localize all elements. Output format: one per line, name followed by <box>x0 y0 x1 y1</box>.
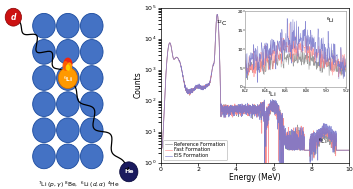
X-axis label: Energy (MeV): Energy (MeV) <box>229 173 281 182</box>
Fast Formation <box>158 149 163 151</box>
Fast Formation <box>215 13 220 15</box>
Text: d: d <box>11 13 16 22</box>
Reference Formation <box>323 132 328 134</box>
Fast Formation <box>191 88 196 91</box>
Reference Formation <box>158 149 163 151</box>
Circle shape <box>56 13 79 38</box>
Reference Formation <box>262 161 267 164</box>
EIS Formation <box>231 107 235 109</box>
Text: $^6$Li: $^6$Li <box>63 74 73 84</box>
Circle shape <box>33 118 55 143</box>
Circle shape <box>56 66 79 90</box>
Text: $^6$Li: $^6$Li <box>318 136 328 146</box>
Circle shape <box>33 144 55 169</box>
EIS Formation <box>263 161 267 164</box>
Reference Formation <box>231 108 235 111</box>
Circle shape <box>33 92 55 116</box>
Line: Fast Formation: Fast Formation <box>161 14 349 163</box>
Circle shape <box>56 40 79 64</box>
EIS Formation <box>191 89 196 92</box>
Ellipse shape <box>66 65 70 70</box>
Circle shape <box>5 8 22 26</box>
Text: He: He <box>124 169 133 174</box>
Fast Formation <box>239 108 244 110</box>
Circle shape <box>80 144 103 169</box>
Text: $^6$Li: $^6$Li <box>327 15 335 25</box>
Ellipse shape <box>67 63 71 71</box>
Legend: Reference Formation, Fast Formation, EIS Formation: Reference Formation, Fast Formation, EIS… <box>163 140 227 160</box>
Fast Formation <box>263 161 268 164</box>
EIS Formation <box>239 109 244 111</box>
Ellipse shape <box>63 62 68 70</box>
Circle shape <box>120 162 138 182</box>
Circle shape <box>33 66 55 90</box>
Reference Formation <box>344 149 348 151</box>
Circle shape <box>80 92 103 116</box>
EIS Formation <box>215 13 220 15</box>
Circle shape <box>80 118 103 143</box>
Text: $^7$Li: $^7$Li <box>267 89 277 99</box>
Circle shape <box>80 13 103 38</box>
Circle shape <box>56 118 79 143</box>
Reference Formation <box>239 108 244 111</box>
Reference Formation <box>215 13 220 15</box>
Circle shape <box>56 144 79 169</box>
EIS Formation <box>158 149 163 151</box>
EIS Formation <box>323 129 328 131</box>
Y-axis label: Counts: Counts <box>133 72 143 98</box>
Fast Formation <box>231 111 235 113</box>
Ellipse shape <box>64 58 72 70</box>
EIS Formation <box>347 149 352 151</box>
Reference Formation <box>191 89 196 91</box>
Fast Formation <box>180 71 184 73</box>
Line: Reference Formation: Reference Formation <box>161 14 349 163</box>
EIS Formation <box>344 149 348 151</box>
Fast Formation <box>344 149 348 151</box>
Reference Formation <box>347 149 352 151</box>
Text: $^7$Li ($p,\gamma$) $^8$Be,  $^6$Li ($d,\alpha$) $^4$He: $^7$Li ($p,\gamma$) $^8$Be, $^6$Li ($d,\… <box>38 180 119 189</box>
Text: $^{12}$C: $^{12}$C <box>216 19 228 28</box>
Circle shape <box>56 92 79 116</box>
Line: EIS Formation: EIS Formation <box>161 14 349 163</box>
Circle shape <box>58 67 77 88</box>
EIS Formation <box>180 71 184 73</box>
Fast Formation <box>347 149 352 151</box>
Circle shape <box>33 40 55 64</box>
Circle shape <box>80 66 103 90</box>
Reference Formation <box>180 71 184 73</box>
Circle shape <box>80 40 103 64</box>
Fast Formation <box>323 131 328 133</box>
Circle shape <box>33 13 55 38</box>
